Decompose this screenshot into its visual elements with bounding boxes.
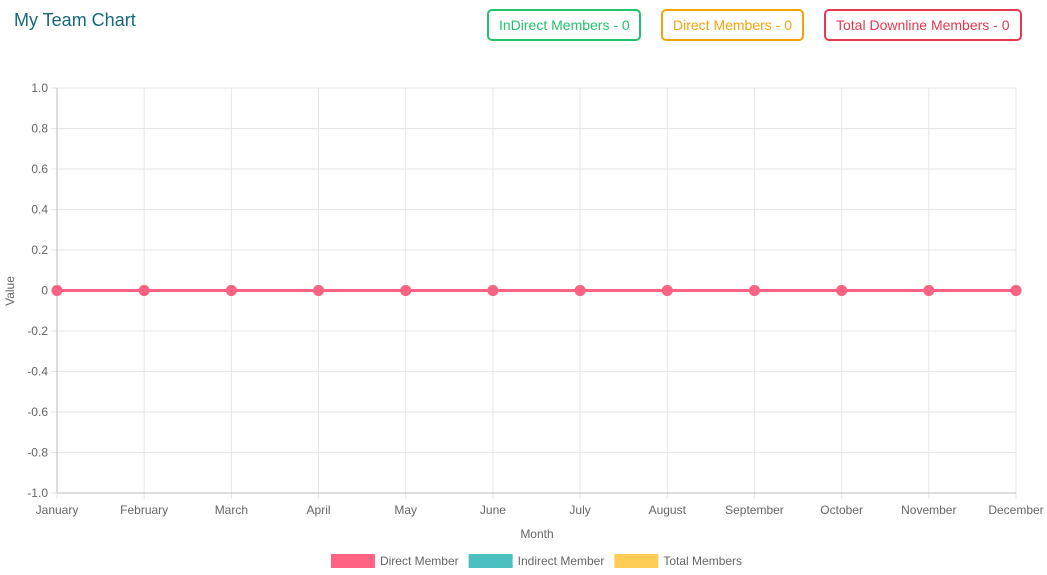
legend-label: Direct Member — [380, 554, 459, 568]
x-tick-label: December — [988, 503, 1043, 517]
x-axis-label: Month — [520, 527, 553, 541]
legend-swatch — [614, 554, 659, 568]
y-tick-label: 0 — [41, 284, 48, 298]
data-point — [748, 285, 760, 296]
data-point — [51, 285, 63, 296]
x-tick-label: February — [120, 503, 168, 517]
y-tick-label: -0.4 — [27, 365, 48, 379]
x-tick-labels: January February March April May June July Augu… — [36, 503, 1044, 517]
data-point — [1010, 285, 1022, 296]
total-downline-members-badge: Total Downline Members - 0 — [824, 9, 1022, 41]
x-tick-label: May — [394, 503, 417, 517]
legend-label: Indirect Member — [518, 554, 605, 568]
x-tick-label: March — [215, 503, 248, 517]
data-point — [313, 285, 325, 296]
y-tick-label: -0.2 — [27, 324, 48, 338]
y-tick-label: -1.0 — [27, 486, 48, 500]
y-tick-label: 0.4 — [31, 203, 48, 217]
x-tick-label: January — [36, 503, 79, 517]
data-point — [836, 285, 848, 296]
legend-item[interactable]: Total Members — [614, 554, 742, 568]
data-point — [661, 285, 673, 296]
page-title: My Team Chart — [14, 10, 136, 30]
data-point — [225, 285, 237, 296]
chart-legend[interactable]: Direct Member Indirect Member Total Member… — [330, 554, 742, 568]
legend-item[interactable]: Indirect Member — [468, 554, 605, 568]
data-point — [923, 285, 935, 296]
x-tick-label: October — [820, 503, 863, 517]
x-tick-label: April — [307, 503, 331, 517]
direct-members-badge: Direct Members - 0 — [661, 9, 804, 41]
legend-swatch — [468, 554, 513, 568]
y-tick-label: 0.2 — [31, 243, 48, 257]
y-tick-label: 0.8 — [31, 122, 48, 136]
data-point — [138, 285, 150, 296]
x-tick-label: September — [725, 503, 784, 517]
y-axis-label: Value — [3, 276, 17, 306]
y-tick-label: -0.8 — [27, 446, 48, 460]
data-point — [487, 285, 499, 296]
x-tick-label: November — [901, 503, 956, 517]
y-tick-label: 1.0 — [31, 81, 48, 95]
legend-item[interactable]: Direct Member — [330, 554, 459, 568]
legend-swatch — [330, 554, 375, 568]
legend-label: Total Members — [663, 554, 742, 568]
y-tick-labels: 1.0 0.8 0.6 0.4 0.2 0 -0.2 -0.4 -0.6 -0.8 -1.0 — [27, 81, 48, 500]
y-tick-label: -0.6 — [27, 405, 48, 419]
data-point — [400, 285, 412, 296]
x-tick-label: August — [649, 503, 687, 517]
data-point — [574, 285, 586, 296]
chart-series — [51, 285, 1022, 296]
y-tick-label: 0.6 — [31, 162, 48, 176]
x-tick-label: June — [480, 503, 506, 517]
x-tick-label: July — [569, 503, 590, 517]
indirect-members-badge: InDirect Members - 0 — [487, 9, 641, 41]
chart-grid — [51, 87, 1017, 499]
